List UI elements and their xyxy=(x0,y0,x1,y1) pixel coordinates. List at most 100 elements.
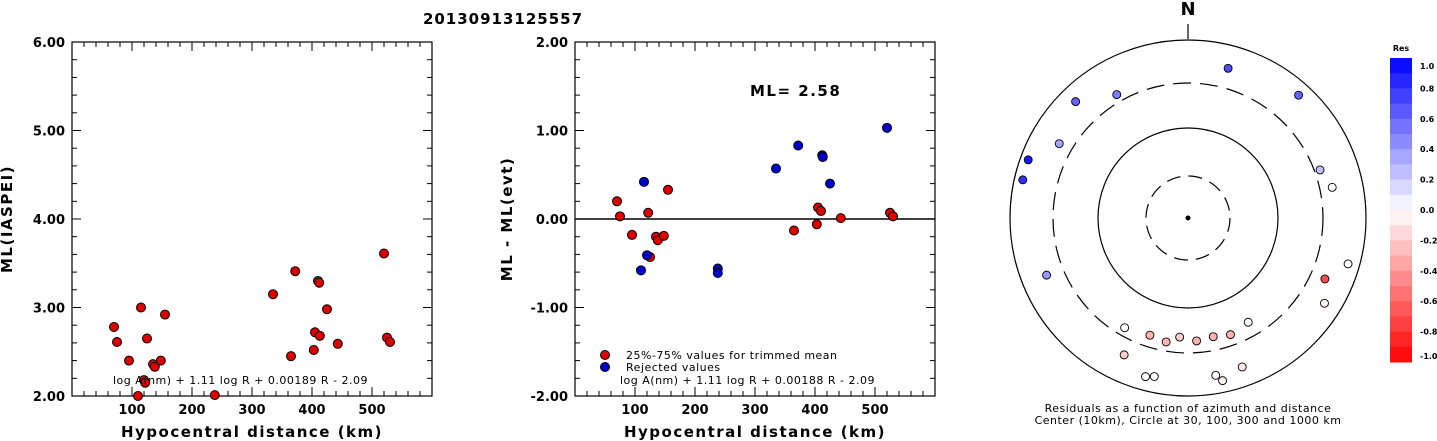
colorbar-tick-label: -1.0 xyxy=(1420,352,1437,361)
data-point xyxy=(789,225,799,236)
data-point xyxy=(771,163,781,174)
station-point xyxy=(1237,362,1247,372)
y-tick-label: 3.00 xyxy=(33,302,65,317)
y-tick-label: -2.00 xyxy=(531,390,568,405)
colorbar-cell xyxy=(1390,225,1412,241)
station-point xyxy=(1315,165,1325,175)
panel1-points xyxy=(109,248,395,401)
station-point xyxy=(1161,337,1171,347)
x-tick-label: 100 xyxy=(621,403,648,418)
panel2-ticks xyxy=(575,42,935,396)
data-point xyxy=(124,355,134,366)
x-tick-label: 200 xyxy=(681,403,708,418)
data-point xyxy=(142,333,152,344)
y-tick-label: 0.00 xyxy=(536,213,568,228)
data-point xyxy=(379,248,389,259)
colorbar-cell xyxy=(1390,210,1412,226)
data-point xyxy=(835,213,846,224)
panel-azimuth-map: N Residuals as a function of azimuth and… xyxy=(1009,0,1367,427)
panel1-xlabel: Hypocentral distance (km) xyxy=(121,423,383,441)
colorbar-cell xyxy=(1390,73,1412,89)
colorbar-tick-label: -0.6 xyxy=(1420,297,1437,306)
panel2-formula: log A(nm) + 1.11 log R + 0.00188 R - 2.0… xyxy=(620,374,875,387)
station-point xyxy=(1343,259,1353,269)
colorbar-tick-label: -0.4 xyxy=(1420,267,1437,276)
colorbar-cell xyxy=(1390,255,1412,272)
y-tick-label: 6.00 xyxy=(33,36,65,51)
data-point xyxy=(612,196,622,207)
colorbar-tick-label: 0.2 xyxy=(1420,176,1434,185)
station-point xyxy=(1320,298,1329,308)
colorbar-tick-label: -0.2 xyxy=(1420,236,1437,245)
colorbar-cell xyxy=(1390,286,1412,302)
y-tick-label: 1.00 xyxy=(536,125,568,140)
circle-30km xyxy=(1145,175,1231,261)
panel2-xlabel: Hypocentral distance (km) xyxy=(624,423,886,441)
station-point xyxy=(1141,372,1150,382)
legend-marker-rejected xyxy=(600,362,610,372)
panel1-ticks xyxy=(72,42,432,396)
circle-100km xyxy=(1097,127,1279,309)
panel1-x-tick-labels: 100 200 300 400 500 xyxy=(118,403,385,418)
y-tick-label: 4.00 xyxy=(33,213,65,228)
panel2-points xyxy=(612,122,898,278)
data-point xyxy=(811,219,822,230)
colorbar-cell xyxy=(1390,58,1412,74)
legend-label-rejected: Rejected values xyxy=(626,361,721,374)
data-point xyxy=(627,229,637,240)
colorbar-title: Res xyxy=(1393,44,1410,53)
station-point xyxy=(1149,372,1159,381)
station-points xyxy=(1018,63,1353,386)
station-point xyxy=(1294,90,1304,100)
data-point xyxy=(314,277,325,288)
station-point xyxy=(1120,323,1130,333)
map-caption-line1: Residuals as a function of azimuth and d… xyxy=(1045,402,1332,415)
colorbar-tick-labels: 1.0 0.8 0.6 0.4 0.2 0.0 -0.2 -0.4 -0.6 -0.8 -1.0 xyxy=(1420,62,1437,361)
y-tick-label: 5.00 xyxy=(33,125,65,140)
residual-colorbar: Res 1.0 0.8 0.6 0.4 0.2 0.0 -0.2 -0.4 -0.6 -0.8 -1… xyxy=(1390,44,1437,363)
station-point xyxy=(1243,317,1253,327)
x-tick-label: 100 xyxy=(118,403,145,418)
panel2-ml-annotation: ML= 2.58 xyxy=(750,82,841,100)
data-point xyxy=(314,330,325,341)
colorbar-tick-label: 0.6 xyxy=(1420,115,1435,124)
data-point xyxy=(385,337,395,348)
data-point xyxy=(793,140,804,151)
x-tick-label: 300 xyxy=(238,403,265,418)
panel-ml-iaspei: 100 200 300 400 500 2.00 3.00 4.00 5.00 6.00 log… xyxy=(0,36,433,441)
station-point xyxy=(1192,336,1202,346)
data-point xyxy=(712,267,723,278)
station-point xyxy=(1218,376,1228,386)
station-point xyxy=(1119,350,1129,360)
data-point xyxy=(290,266,301,277)
circle-300km xyxy=(1052,82,1324,354)
colorbar-cell xyxy=(1390,134,1412,150)
data-point xyxy=(663,184,673,195)
colorbar-tick-label: 0.0 xyxy=(1420,206,1435,215)
data-point xyxy=(322,304,332,315)
x-tick-label: 300 xyxy=(741,403,768,418)
data-point xyxy=(136,302,146,313)
colorbar-cell xyxy=(1390,301,1412,317)
x-tick-label: 500 xyxy=(861,403,888,418)
map-caption-line2: Center (10km), Circle at 30, 100, 300 an… xyxy=(1035,414,1342,427)
data-point xyxy=(816,206,826,217)
colorbar-cell xyxy=(1390,118,1412,135)
data-point xyxy=(615,211,625,222)
data-point xyxy=(209,390,220,401)
x-tick-label: 400 xyxy=(298,403,325,418)
data-point xyxy=(882,122,892,133)
circle-1000km xyxy=(1009,39,1367,397)
panel1-formula: log A(nm) + 1.11 log R + 0.00189 R - 2.0… xyxy=(113,374,368,387)
data-point xyxy=(658,230,669,241)
x-tick-label: 500 xyxy=(358,403,385,418)
data-point xyxy=(308,344,319,355)
panel2-y-tick-labels: -2.00 -1.00 0.00 1.00 2.00 xyxy=(531,36,568,405)
legend-label-trimmed: 25%-75% values for trimmed mean xyxy=(626,349,838,362)
colorbar-cell xyxy=(1390,331,1412,348)
data-point xyxy=(268,289,278,300)
panel1-frame xyxy=(71,41,433,397)
colorbar-cell xyxy=(1390,179,1412,196)
station-point xyxy=(1223,63,1233,73)
panel-ml-residual: 100 200 300 400 500 -2.00 -1.00 0.00 1.00 2.00 M… xyxy=(498,36,936,441)
